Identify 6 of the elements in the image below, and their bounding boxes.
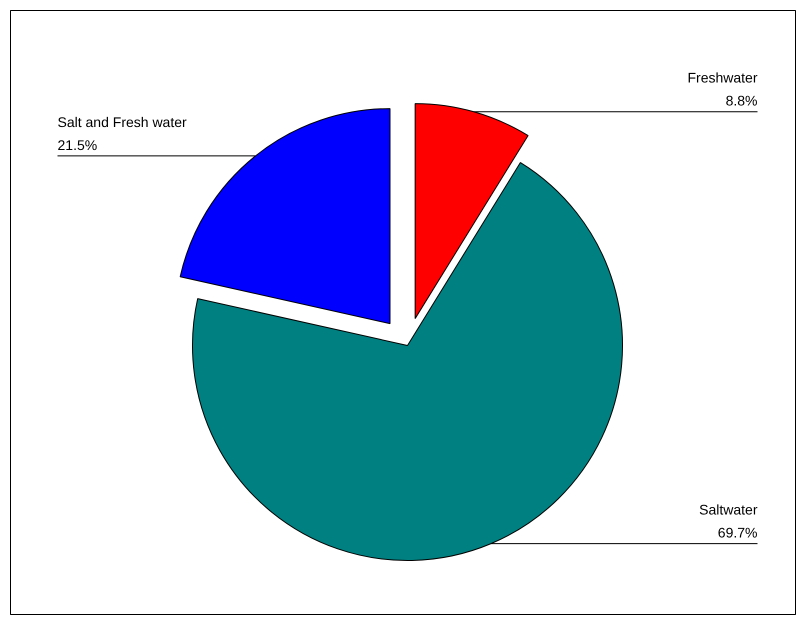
slice-label: Saltwater xyxy=(699,502,758,518)
data-label: 8.8% xyxy=(726,92,758,109)
slice-label: Freshwater xyxy=(687,70,758,86)
slice-label: Salt and Fresh water xyxy=(58,114,188,130)
data-label: 21.5% xyxy=(58,136,98,153)
data-label: 69.7% xyxy=(718,524,758,541)
